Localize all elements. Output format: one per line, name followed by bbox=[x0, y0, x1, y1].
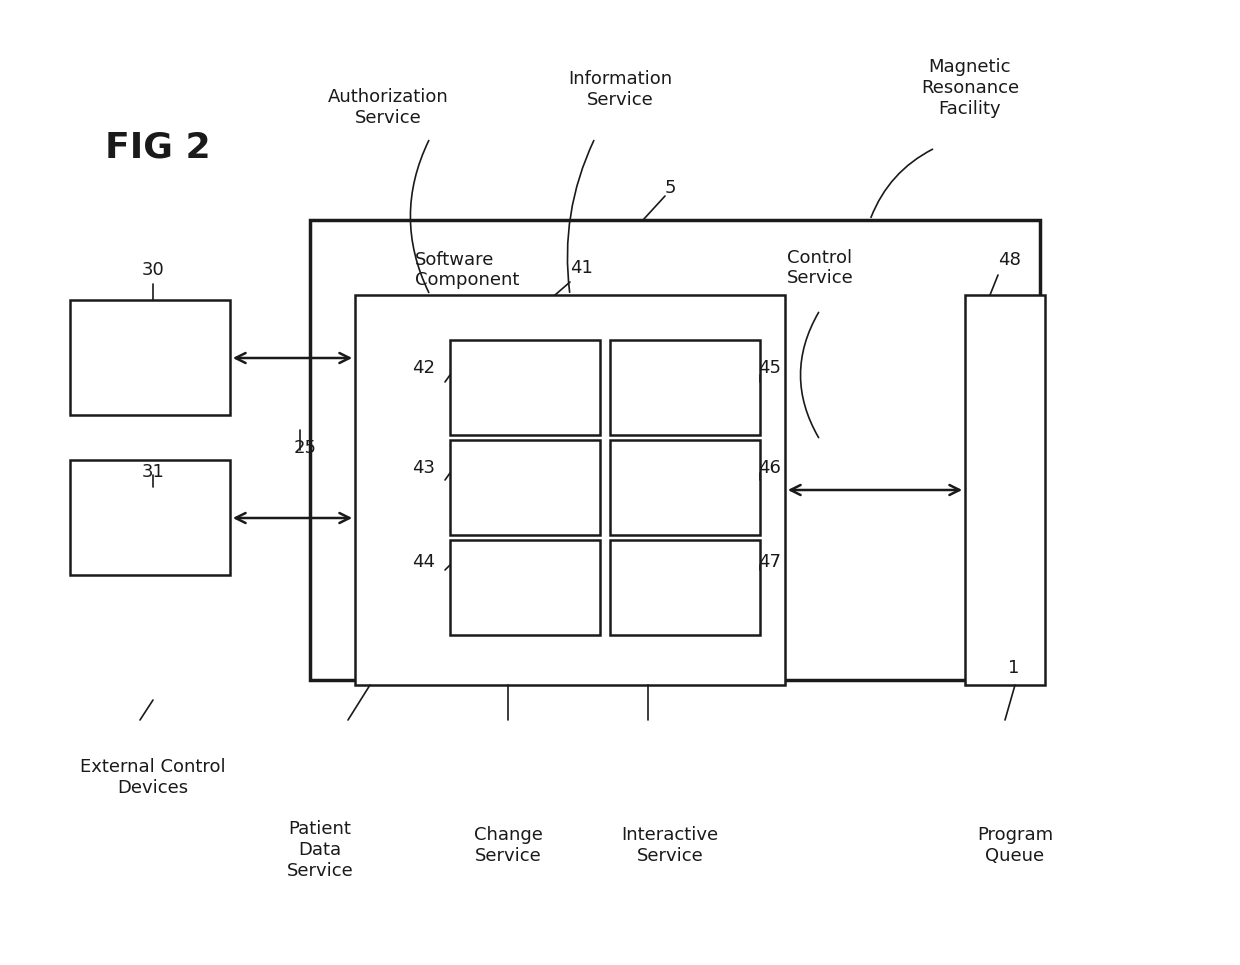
Bar bbox=[310, 220, 1040, 680]
Bar bbox=[69, 460, 229, 575]
Text: Patient
Data
Service: Patient Data Service bbox=[286, 820, 353, 880]
Text: 31: 31 bbox=[141, 463, 165, 481]
Text: Interactive
Service: Interactive Service bbox=[621, 826, 718, 865]
Bar bbox=[610, 340, 760, 435]
Bar bbox=[450, 440, 600, 535]
Text: FIG 2: FIG 2 bbox=[105, 131, 211, 165]
Text: 5: 5 bbox=[665, 179, 677, 197]
Text: 41: 41 bbox=[570, 259, 593, 277]
Text: 30: 30 bbox=[141, 261, 165, 279]
Text: External Control
Devices: External Control Devices bbox=[81, 758, 226, 797]
Text: Control
Service: Control Service bbox=[786, 249, 853, 288]
Text: 42: 42 bbox=[412, 359, 435, 377]
Text: 46: 46 bbox=[758, 459, 781, 477]
Text: 44: 44 bbox=[412, 553, 435, 571]
Bar bbox=[355, 295, 785, 685]
Text: Program
Queue: Program Queue bbox=[977, 826, 1053, 865]
Text: 45: 45 bbox=[758, 359, 781, 377]
Text: Authorization
Service: Authorization Service bbox=[327, 88, 449, 126]
Bar bbox=[610, 440, 760, 535]
Text: 43: 43 bbox=[412, 459, 435, 477]
Text: Software
Component: Software Component bbox=[415, 251, 520, 290]
Text: 25: 25 bbox=[294, 439, 316, 457]
Text: Information
Service: Information Service bbox=[568, 70, 672, 109]
Text: 47: 47 bbox=[758, 553, 781, 571]
Text: Magnetic
Resonance
Facility: Magnetic Resonance Facility bbox=[921, 58, 1019, 118]
Text: 1: 1 bbox=[1008, 659, 1019, 677]
Text: 48: 48 bbox=[998, 251, 1021, 269]
Bar bbox=[450, 540, 600, 635]
Text: Change
Service: Change Service bbox=[474, 826, 542, 865]
Bar bbox=[450, 340, 600, 435]
Bar bbox=[69, 300, 229, 415]
Bar bbox=[965, 295, 1045, 685]
Bar bbox=[610, 540, 760, 635]
